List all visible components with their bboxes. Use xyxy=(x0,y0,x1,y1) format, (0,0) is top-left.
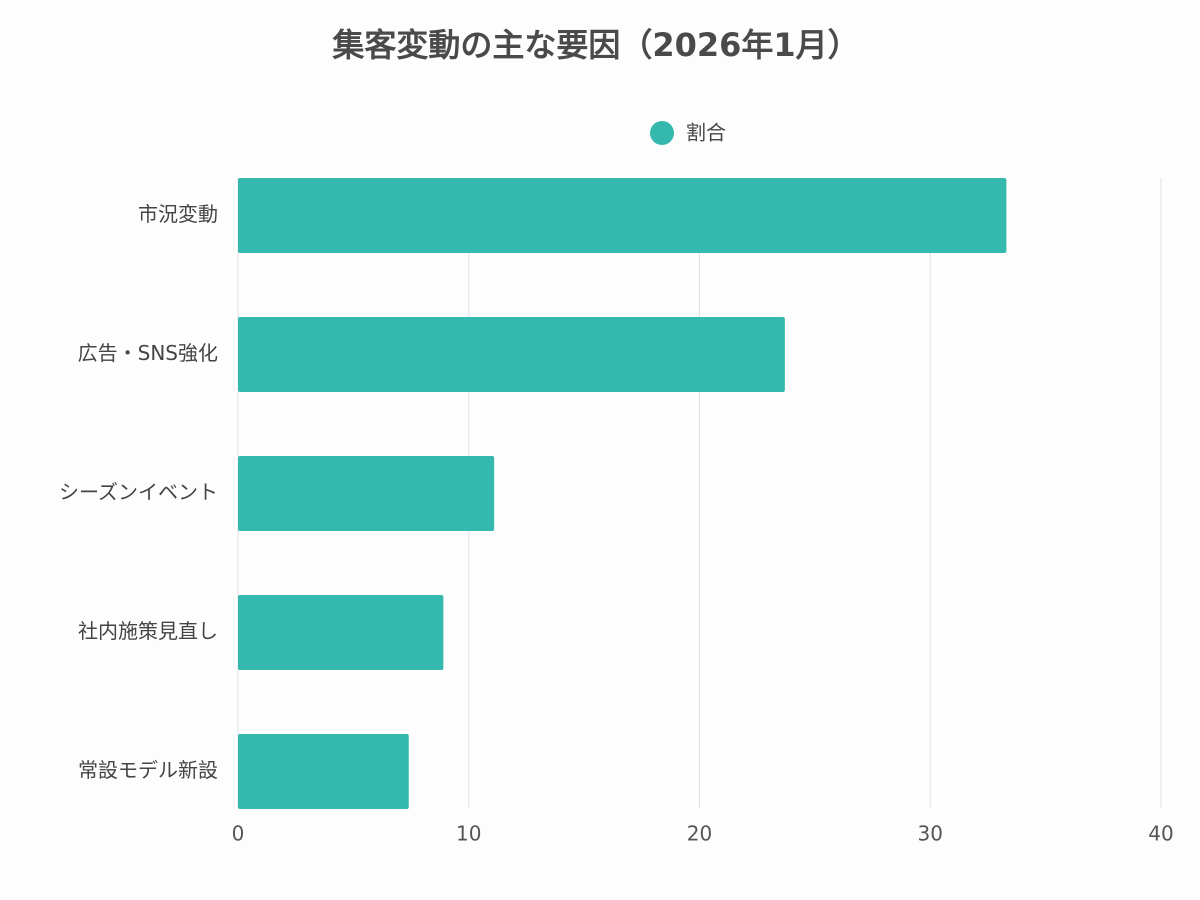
x-tick-label: 40 xyxy=(1148,822,1173,846)
x-tick-label: 0 xyxy=(232,822,245,846)
chart-title: 集客変動の主な要因（2026年1月） xyxy=(331,26,859,64)
bar xyxy=(238,734,409,809)
x-tick-label: 20 xyxy=(687,822,712,846)
y-tick-label: シーズンイベント xyxy=(59,480,218,504)
bar xyxy=(238,317,785,392)
bar xyxy=(238,595,444,670)
legend-label: 割合 xyxy=(686,121,726,145)
y-tick-label: 社内施策見直し xyxy=(78,619,218,643)
y-tick-label: 市況変動 xyxy=(138,202,218,226)
bar xyxy=(238,178,1007,253)
y-tick-label: 常設モデル新設 xyxy=(78,758,218,782)
y-tick-label: 広告・SNS強化 xyxy=(78,341,218,365)
x-tick-label: 30 xyxy=(918,822,943,846)
x-tick-label: 10 xyxy=(456,822,481,846)
legend-swatch xyxy=(650,121,674,145)
bar xyxy=(238,456,495,531)
